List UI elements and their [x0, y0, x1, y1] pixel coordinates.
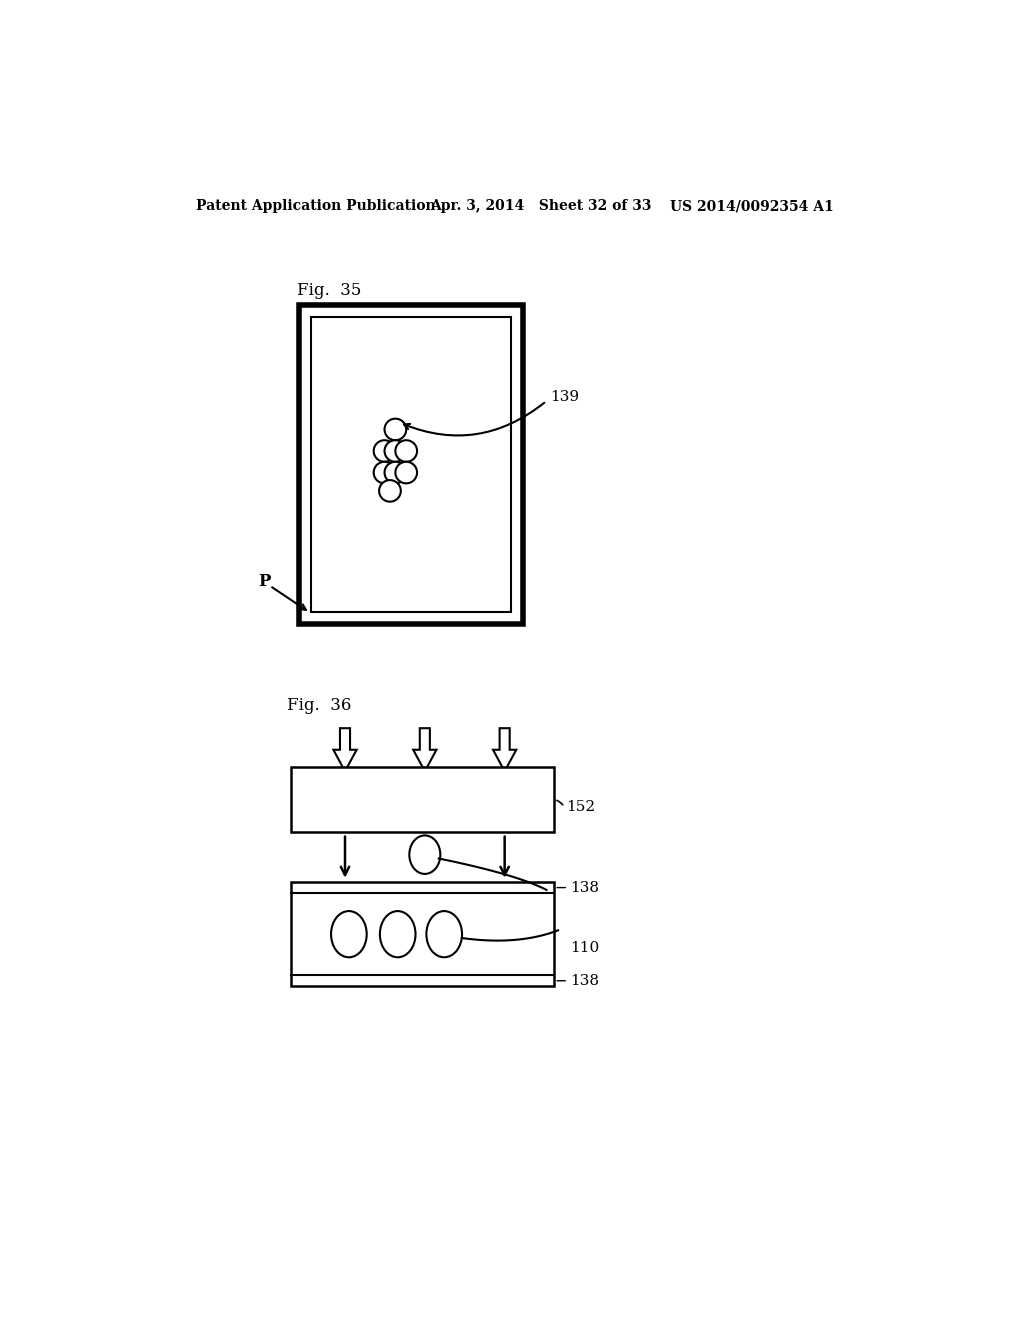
Circle shape [374, 441, 395, 462]
Circle shape [395, 441, 417, 462]
Bar [311, 317, 511, 612]
Text: Apr. 3, 2014   Sheet 32 of 33: Apr. 3, 2014 Sheet 32 of 33 [430, 199, 651, 213]
Text: 152: 152 [566, 800, 595, 814]
Text: 138: 138 [569, 974, 599, 987]
Bar [291, 767, 554, 832]
Ellipse shape [380, 911, 416, 957]
Circle shape [385, 441, 407, 462]
Text: US 2014/0092354 A1: US 2014/0092354 A1 [671, 199, 835, 213]
Text: P: P [258, 573, 270, 590]
Circle shape [374, 462, 395, 483]
Polygon shape [493, 729, 516, 771]
Polygon shape [414, 729, 436, 771]
Polygon shape [334, 729, 356, 771]
Circle shape [385, 462, 407, 483]
Text: 110: 110 [569, 941, 599, 956]
Text: Patent Application Publication: Patent Application Publication [197, 199, 436, 213]
Bar [291, 882, 554, 986]
Bar [299, 305, 523, 624]
Ellipse shape [426, 911, 462, 957]
Circle shape [395, 462, 417, 483]
Text: 139: 139 [550, 391, 580, 404]
Circle shape [385, 418, 407, 441]
Ellipse shape [331, 911, 367, 957]
Circle shape [379, 480, 400, 502]
Text: Fig.  35: Fig. 35 [297, 282, 361, 300]
Ellipse shape [410, 836, 440, 874]
Text: Fig.  36: Fig. 36 [287, 697, 351, 714]
Text: 138: 138 [569, 880, 599, 895]
